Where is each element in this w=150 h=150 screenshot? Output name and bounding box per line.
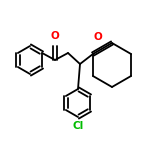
Text: O: O	[51, 31, 59, 41]
Text: Cl: Cl	[72, 121, 84, 131]
Text: O: O	[93, 32, 102, 42]
